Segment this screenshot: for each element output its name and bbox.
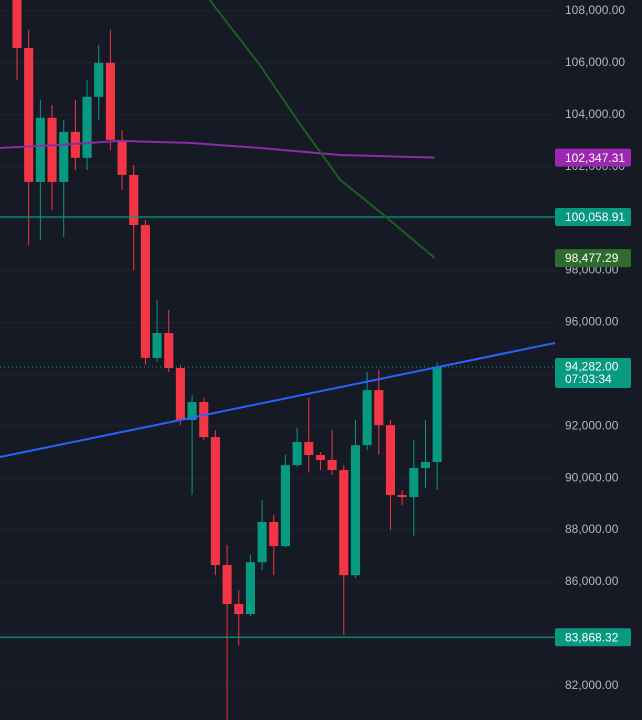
candle-body bbox=[362, 390, 372, 446]
y-tick-label: 106,000.00 bbox=[565, 55, 625, 69]
y-tick-label: 108,000.00 bbox=[565, 3, 625, 17]
overlay-line bbox=[0, 139, 435, 159]
candle-body bbox=[82, 96, 92, 158]
overlay-price-label: 102,347.31 bbox=[565, 151, 625, 165]
candle-body bbox=[105, 62, 115, 140]
candle-body bbox=[140, 225, 150, 358]
last-price-label: 94,282.00 bbox=[565, 360, 619, 374]
candle-body bbox=[339, 470, 349, 576]
hline-price-label: 100,058.91 bbox=[565, 210, 625, 224]
candle-body bbox=[245, 562, 255, 615]
overlay-line bbox=[0, 342, 555, 459]
candle-body bbox=[35, 117, 45, 182]
candle-body bbox=[59, 131, 69, 182]
candle-body bbox=[24, 48, 34, 182]
candle-body bbox=[397, 494, 407, 498]
candle-body bbox=[327, 459, 337, 471]
candle-body bbox=[117, 139, 127, 175]
overlay-line bbox=[208, 0, 436, 259]
y-tick-label: 104,000.00 bbox=[565, 107, 625, 121]
price-axis: 108,000.00106,000.00104,000.00102,000.00… bbox=[555, 3, 631, 692]
candle-body bbox=[152, 333, 162, 358]
candle-body bbox=[12, 0, 22, 49]
candle-body bbox=[129, 174, 139, 226]
candle-body bbox=[210, 437, 220, 566]
y-tick-label: 86,000.00 bbox=[565, 574, 619, 588]
candle-body bbox=[374, 390, 384, 426]
overlay-price-label: 98,477.29 bbox=[565, 251, 619, 265]
y-tick-label: 96,000.00 bbox=[565, 315, 619, 329]
candle-body bbox=[409, 467, 419, 498]
candle-body bbox=[222, 565, 232, 604]
last-price-box bbox=[555, 357, 631, 388]
candle-body bbox=[420, 462, 431, 468]
candle-body bbox=[164, 333, 174, 369]
candle-body bbox=[385, 425, 396, 495]
y-tick-label: 88,000.00 bbox=[565, 522, 619, 536]
candle-body bbox=[304, 442, 314, 455]
candle-body bbox=[257, 521, 267, 563]
candle-body bbox=[187, 402, 197, 420]
candle-body bbox=[94, 62, 104, 97]
overlay-price-label-box bbox=[555, 148, 631, 167]
hline-price-label: 83,868.32 bbox=[565, 630, 619, 644]
countdown-label: 07:03:34 bbox=[565, 372, 612, 386]
candle-body bbox=[175, 368, 185, 420]
candle-body bbox=[432, 366, 442, 463]
plot-area bbox=[0, 0, 555, 720]
overlay-price-label-box bbox=[555, 249, 631, 268]
candle-body bbox=[315, 454, 325, 460]
candle-body bbox=[292, 442, 302, 466]
hline-price-label-box bbox=[555, 208, 631, 227]
y-tick-label: 90,000.00 bbox=[565, 470, 619, 484]
candle-body bbox=[269, 521, 279, 547]
hline-price-label-box bbox=[555, 628, 631, 647]
grid bbox=[0, 10, 555, 687]
candle-body bbox=[199, 402, 209, 438]
y-tick-label: 92,000.00 bbox=[565, 418, 619, 432]
candle-body bbox=[47, 117, 57, 182]
y-tick-label: 82,000.00 bbox=[565, 678, 619, 692]
candle-body bbox=[280, 465, 290, 547]
candle-body bbox=[234, 603, 244, 615]
candle-body bbox=[350, 445, 361, 576]
